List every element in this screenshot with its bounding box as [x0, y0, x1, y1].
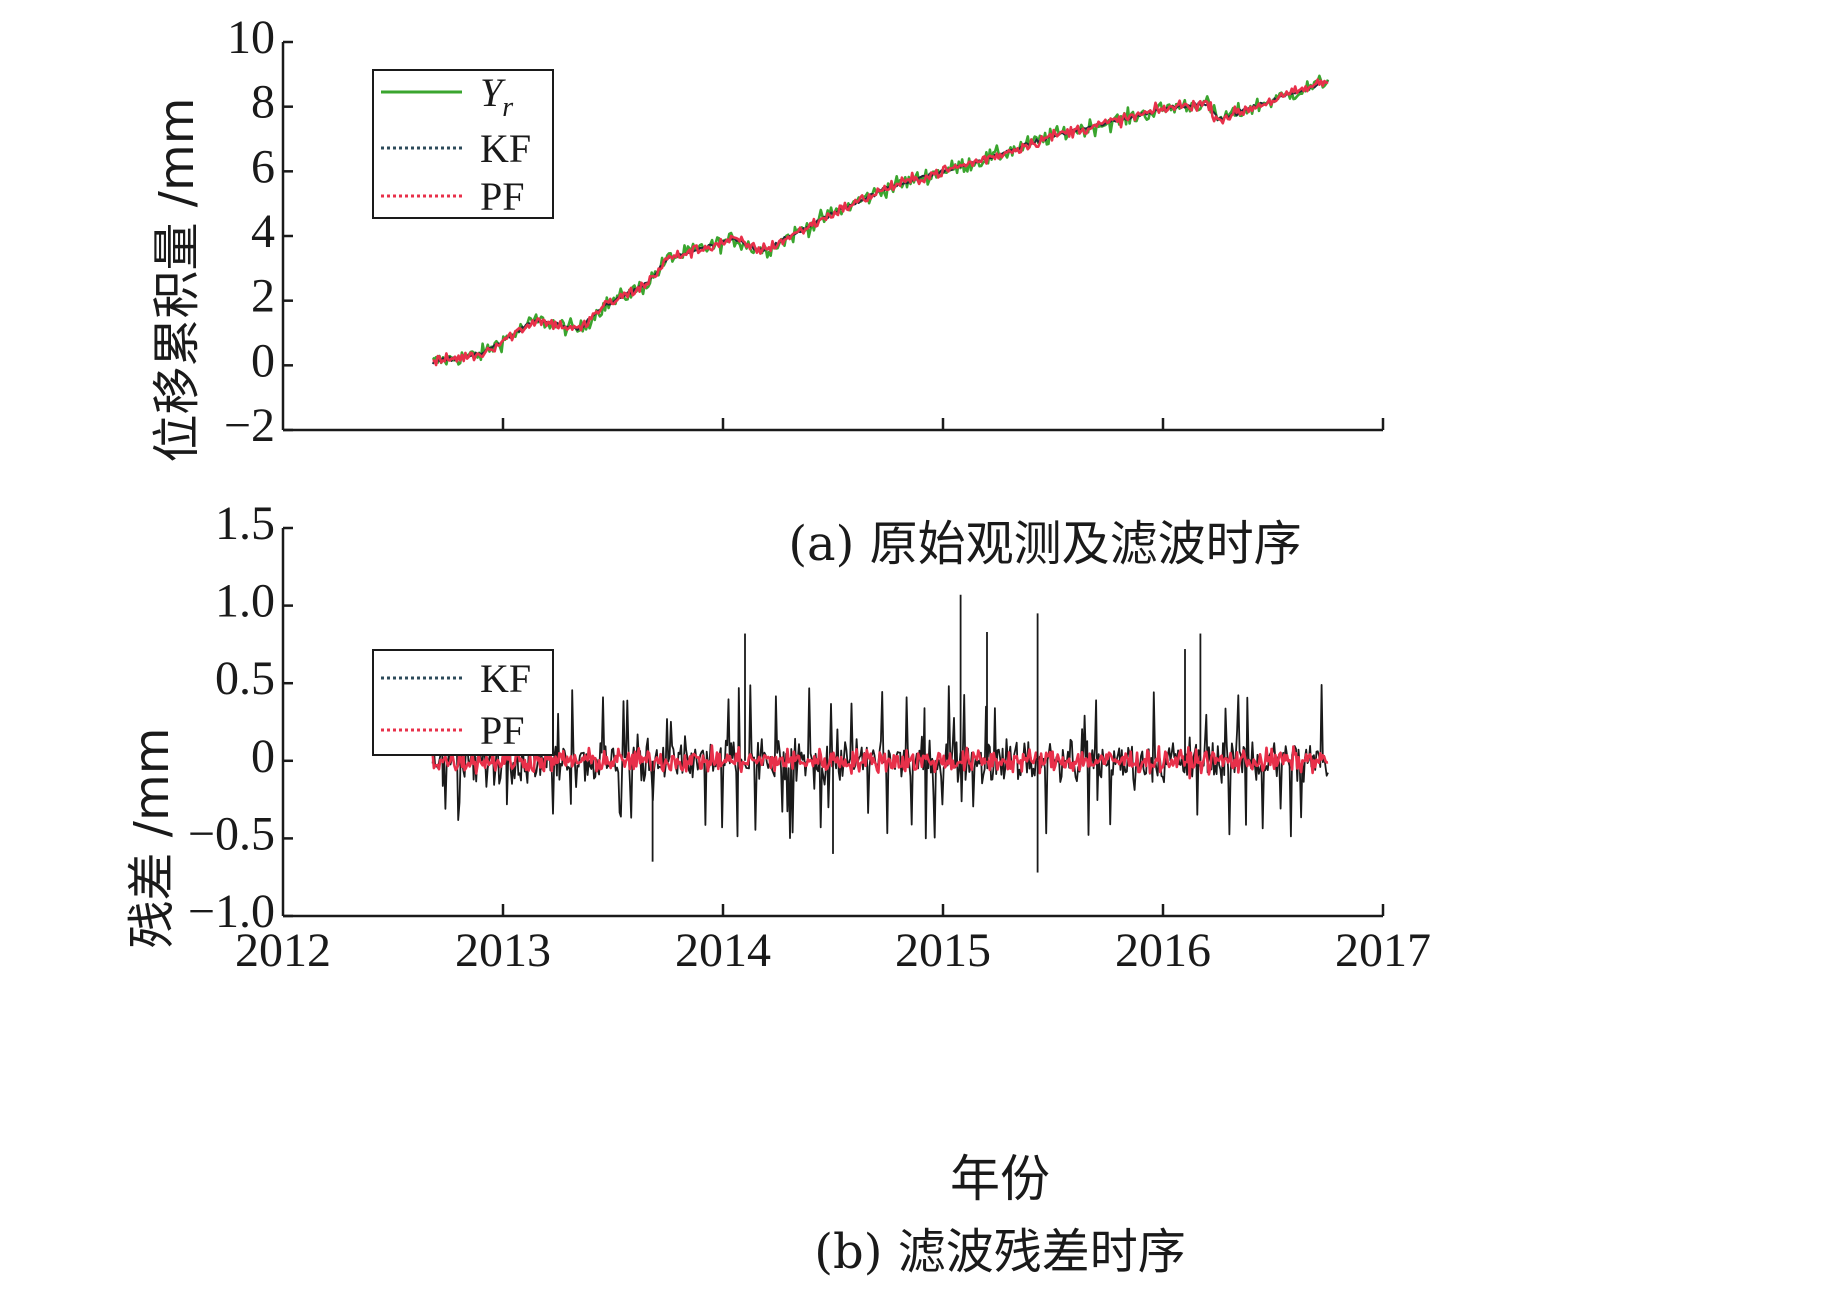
panel-a-axes: −2 0 2 4 6 8 10 [224, 11, 1385, 452]
panel-b-xlabel: 年份 [950, 1150, 1050, 1208]
panel-b-axes: −1.0 −0.5 0 0.5 1.0 1.5 2012 2013 2014 2015 2016 20… [188, 497, 1431, 977]
panel-b-ytick-label: −0.5 [188, 807, 275, 860]
panel-a-ytick-label: 10 [227, 11, 275, 64]
legend-a-pf-label: PF [480, 174, 525, 219]
panel-a-series-kf [431, 79, 1329, 365]
panel-b-xtick-label: 2015 [895, 924, 991, 977]
panel-a-ylabel: 位移累积量 /mm [149, 98, 205, 463]
panel-a: −2 0 2 4 6 8 10 位移累积量 /mm (a) 原始观测及滤波时序 Yr KF … [149, 11, 1385, 572]
panel-b-ytick-label: −1.0 [188, 885, 275, 938]
panel-b-legend-box [372, 649, 554, 756]
panel-b-xtick-label: 2013 [455, 924, 551, 977]
panel-a-legend-box [372, 69, 554, 219]
panel-b-ytick-label: 0 [251, 730, 275, 783]
panel-b-ytick-label: 1.0 [215, 575, 275, 628]
legend-b-kf-label: KF [480, 656, 531, 701]
panel-b-ytick-label: 1.5 [215, 497, 275, 550]
legend-a-yr-label: Yr [480, 70, 513, 123]
legend-b-pf-label: PF [480, 708, 525, 753]
panel-a-series-pf [432, 78, 1329, 367]
panel-b-legend: KF PF [372, 649, 554, 756]
panel-a-ytick-label: 4 [251, 205, 275, 258]
panel-a-series [431, 74, 1330, 367]
panel-b-caption: (b) 滤波残差时序 [814, 1224, 1185, 1280]
panel-a-ytick-label: −2 [224, 399, 275, 452]
panel-b-xtick-label: 2017 [1335, 924, 1431, 977]
panel-b-series [431, 594, 1329, 873]
legend-a-kf-label: KF [480, 126, 531, 171]
panel-a-caption: (a) 原始观测及滤波时序 [788, 516, 1301, 572]
panel-a-ytick-label: 8 [251, 76, 275, 129]
panel-a-ytick-label: 2 [251, 270, 275, 323]
panel-b-ylabel: 残差 /mm [124, 728, 180, 949]
panel-b-xtick-label: 2016 [1115, 924, 1211, 977]
panel-b-xtick-label: 2014 [675, 924, 771, 977]
panel-a-legend: Yr KF PF [372, 69, 554, 219]
panel-b-xtick-label: 2012 [235, 924, 331, 977]
panel-a-ytick-label: 0 [251, 334, 275, 387]
panel-b-ytick-label: 0.5 [215, 652, 275, 705]
panel-b: −1.0 −0.5 0 0.5 1.0 1.5 2012 2013 2014 2015 2016 20… [124, 497, 1431, 1280]
panel-a-ytick-label: 6 [251, 140, 275, 193]
panel-a-series-y-r [431, 74, 1330, 366]
panel-b-series-pf [431, 744, 1329, 780]
